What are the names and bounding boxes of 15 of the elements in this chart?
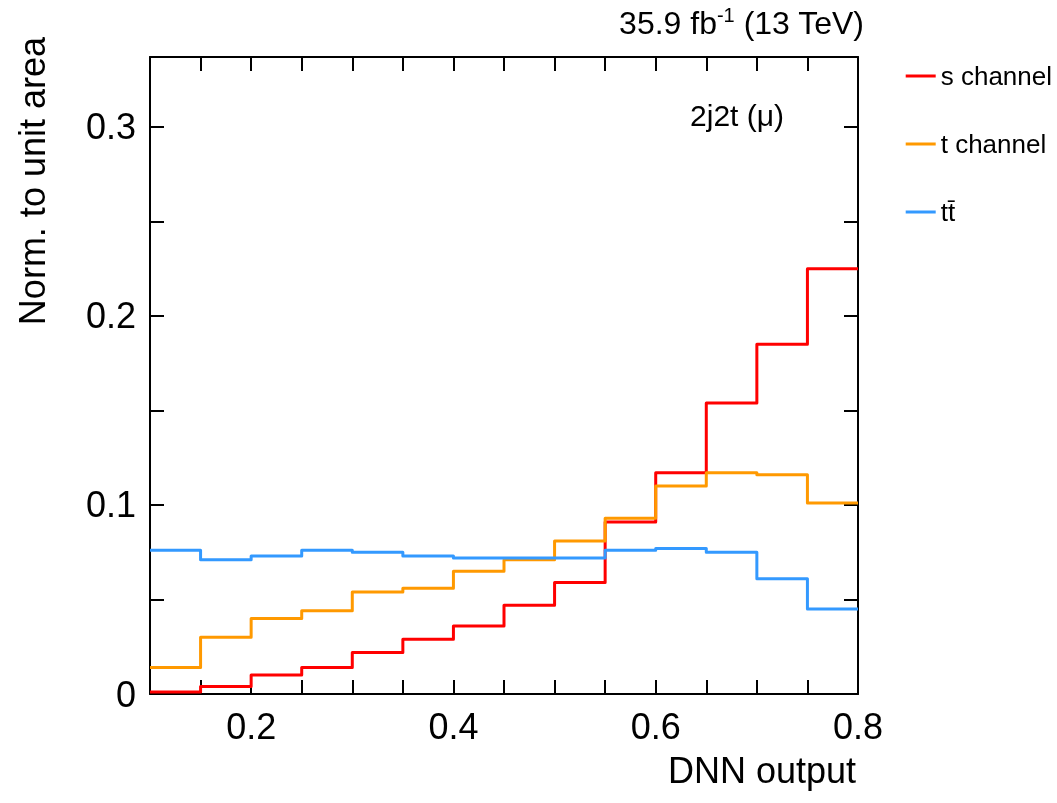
x-axis-title: DNN output bbox=[667, 749, 856, 791]
x-tick-label: 0.8 bbox=[832, 705, 884, 747]
x-tick-label: 0.2 bbox=[226, 705, 277, 747]
y-tick-label: 0.2 bbox=[85, 295, 136, 337]
legend-label: s channel bbox=[940, 61, 1053, 91]
legend-label: tt̄ bbox=[940, 197, 956, 227]
legend-label: t channel bbox=[940, 129, 1047, 159]
y-axis-title: Norm. to unit area bbox=[11, 36, 53, 326]
x-tick-label: 0.6 bbox=[630, 705, 681, 747]
chart-title: 35.9 fb$^{-1}$ (13 TeV) bbox=[619, 4, 864, 42]
x-tick-label: 0.4 bbox=[428, 705, 479, 747]
y-tick-label: 0.3 bbox=[85, 106, 136, 148]
y-tick-label: 0.1 bbox=[85, 484, 136, 526]
annotation: 2j2t (μ) bbox=[690, 98, 785, 132]
y-tick-label: 0 bbox=[115, 673, 136, 715]
